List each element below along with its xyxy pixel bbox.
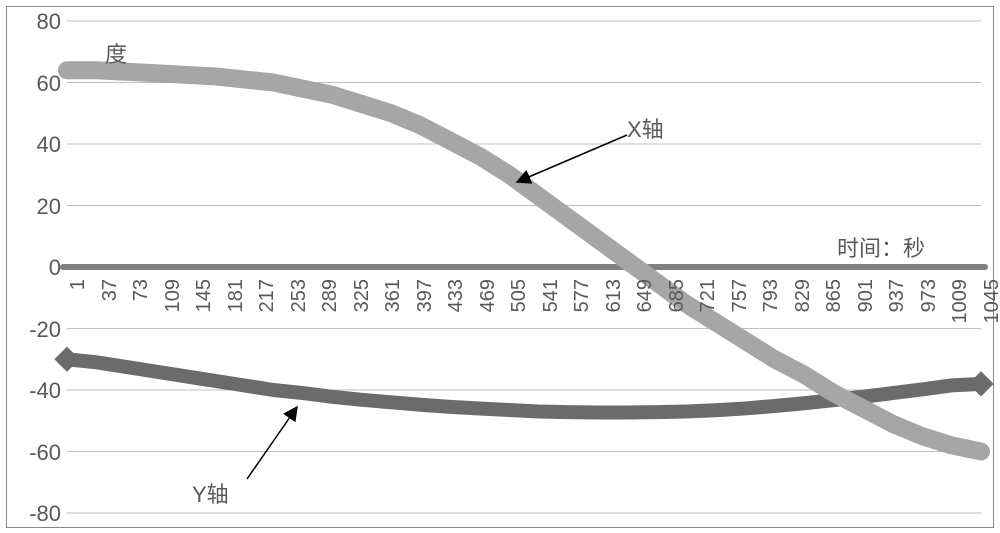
line-chart (7, 7, 993, 527)
y-tick-label: 0 (11, 255, 61, 281)
x-tick-label: 505 (508, 279, 531, 339)
x-tick-label: 901 (855, 279, 878, 339)
x-unit-label: 时间：秒 (837, 231, 925, 263)
x-tick-label: 145 (193, 279, 216, 339)
x-tick-label: 325 (351, 279, 374, 339)
x-tick-label: 1009 (949, 279, 972, 339)
x-tick-label: 217 (256, 279, 279, 339)
y-series-label: Y轴 (192, 477, 229, 509)
x-tick-label: 973 (918, 279, 941, 339)
x-tick-label: 649 (634, 279, 657, 339)
y-tick-label: -20 (11, 317, 61, 343)
y-tick-label: -80 (11, 501, 61, 527)
x-tick-label: 433 (445, 279, 468, 339)
chart-frame: -80 -60 -40 -20 0 20 40 60 80 13773 109 145 181 217 2… (6, 6, 994, 528)
x-tick-label: 253 (288, 279, 311, 339)
y-unit-label: 度 (105, 37, 127, 69)
x-tick-label: 397 (414, 279, 437, 339)
x-tick-label: 73 (130, 279, 153, 339)
x-tick-label: 37 (99, 279, 122, 339)
x-tick-label: 829 (792, 279, 815, 339)
x-tick-label: 541 (540, 279, 563, 339)
x-tick-label: 289 (319, 279, 342, 339)
x-tick-label: 1045 (981, 279, 1000, 339)
y-tick-label: -60 (11, 440, 61, 466)
x-tick-label: 793 (760, 279, 783, 339)
x-tick-label: 721 (697, 279, 720, 339)
y-tick-label: 60 (11, 71, 61, 97)
x-tick-label: 757 (729, 279, 752, 339)
x-tick-label: 1 (67, 279, 90, 339)
y-tick-label: 20 (11, 194, 61, 220)
x-tick-label: 109 (162, 279, 185, 339)
x-tick-label: 577 (571, 279, 594, 339)
series-y-endpoint (54, 347, 79, 372)
x-tick-label: 865 (823, 279, 846, 339)
arrow-to-y-series (247, 407, 297, 479)
x-tick-label: 685 (666, 279, 689, 339)
x-tick-label: 469 (477, 279, 500, 339)
y-tick-label: 80 (11, 9, 61, 35)
x-tick-label: 937 (886, 279, 909, 339)
x-tick-label: 181 (225, 279, 248, 339)
y-tick-label: 40 (11, 132, 61, 158)
series-y-endpoint (968, 371, 993, 396)
x-series-label: X轴 (627, 112, 664, 144)
arrow-to-x-series (517, 135, 627, 182)
x-tick-label: 361 (382, 279, 405, 339)
y-tick-label: -40 (11, 378, 61, 404)
x-tick-label: 613 (603, 279, 626, 339)
